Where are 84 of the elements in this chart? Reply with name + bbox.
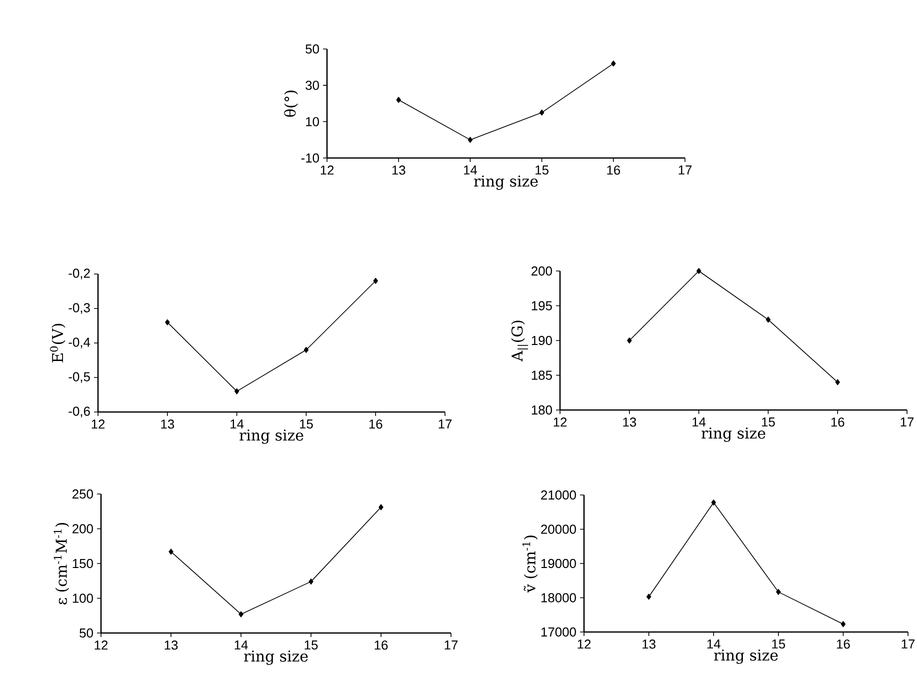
y-tick-label: 19000	[541, 558, 576, 568]
point	[646, 594, 652, 600]
y-tick-label: -0,4	[68, 338, 90, 348]
x-axis-title: ring size	[240, 430, 304, 444]
x-tick-label: 14	[234, 640, 248, 650]
y-tick-label: 200	[72, 524, 93, 534]
point	[238, 611, 244, 618]
point	[627, 338, 632, 344]
y-axis-title: E$^{0}$(V)	[50, 324, 66, 362]
x-tick-label: 13	[164, 640, 178, 650]
point	[539, 110, 544, 116]
y-tick-label: 180	[532, 405, 552, 415]
x-tick-label: 12	[554, 418, 567, 427]
y-tick-label: -10	[301, 153, 319, 163]
x-axis-title: ring size	[714, 650, 778, 664]
x-tick-label: 17	[678, 166, 692, 174]
y-axis-title: ε (cm$^{-1}$M$^{-1}$)	[54, 523, 70, 604]
x-tick-label: 12	[578, 640, 591, 649]
y-tick-label: 100	[72, 594, 93, 603]
x-tick-label: 13	[392, 166, 406, 175]
x-axis-title: ring size	[702, 428, 766, 442]
y-axis-title: ṽ (cm$^{-1}$)	[522, 536, 538, 593]
point	[766, 316, 771, 323]
x-tick-label: 16	[836, 640, 850, 649]
x-tick-label: 14	[707, 640, 720, 648]
x-tick-label: 14	[692, 418, 706, 426]
x-tick-label: 17	[902, 640, 915, 648]
point	[234, 388, 240, 394]
x-tick-label: 14	[230, 420, 244, 428]
x-tick-label: 15	[762, 418, 775, 427]
y-tick-label: 20000	[541, 524, 576, 534]
point	[840, 621, 846, 628]
y-axis-title: A$_{||}$(G)	[511, 320, 528, 362]
y-tick-label: -0,2	[68, 268, 90, 280]
point	[373, 278, 378, 284]
point	[696, 268, 702, 274]
x-tick-label: 16	[369, 420, 382, 429]
y-tick-label: -0,3	[68, 303, 90, 314]
point	[611, 60, 616, 67]
y-tick-label: 50	[306, 44, 319, 54]
x-tick-label: 13	[161, 420, 174, 429]
x-axis-title: ring size	[244, 650, 308, 665]
x-tick-label: 13	[623, 418, 636, 427]
x-tick-label: 14	[464, 166, 478, 174]
x-axis-title: ring size	[474, 176, 538, 190]
y-tick-label: 10	[306, 117, 319, 126]
x-tick-label: 15	[536, 166, 548, 175]
point	[776, 588, 781, 595]
y-tick-label: 250	[72, 489, 93, 499]
x-tick-label: 16	[374, 640, 388, 650]
y-tick-label: 185	[532, 370, 552, 380]
point	[835, 379, 840, 386]
x-tick-label: 16	[607, 166, 620, 175]
point	[396, 96, 401, 103]
y-tick-label: 17000	[541, 627, 576, 637]
y-tick-label: 18000	[541, 593, 576, 602]
y-tick-label: 30	[306, 80, 319, 90]
point	[468, 136, 473, 143]
x-tick-label: 12	[320, 166, 334, 175]
x-tick-label: 12	[92, 420, 105, 429]
point	[165, 319, 170, 326]
y-tick-label: 150	[72, 558, 93, 568]
point	[308, 578, 314, 585]
x-tick-label: 16	[831, 418, 844, 427]
point	[378, 504, 384, 510]
x-tick-label: 17	[444, 640, 458, 650]
x-tick-label: 17	[900, 418, 914, 426]
x-tick-label: 15	[300, 420, 313, 429]
x-tick-label: 12	[94, 640, 108, 650]
y-tick-label: 50	[80, 628, 93, 638]
y-tick-label: 195	[532, 301, 552, 310]
x-tick-label: 17	[438, 420, 452, 428]
point	[304, 346, 309, 353]
x-tick-label: 15	[772, 640, 786, 649]
x-tick-label: 15	[304, 640, 318, 650]
point	[711, 500, 716, 506]
y-tick-label: -0,6	[68, 406, 90, 418]
y-tick-label: 200	[532, 266, 552, 276]
y-tick-label: -0,5	[68, 372, 90, 383]
x-tick-label: 13	[642, 640, 656, 649]
point	[168, 548, 174, 555]
y-tick-label: 190	[532, 336, 552, 346]
y-axis-title: θ(°)	[284, 90, 298, 117]
y-tick-label: 21000	[541, 490, 576, 500]
